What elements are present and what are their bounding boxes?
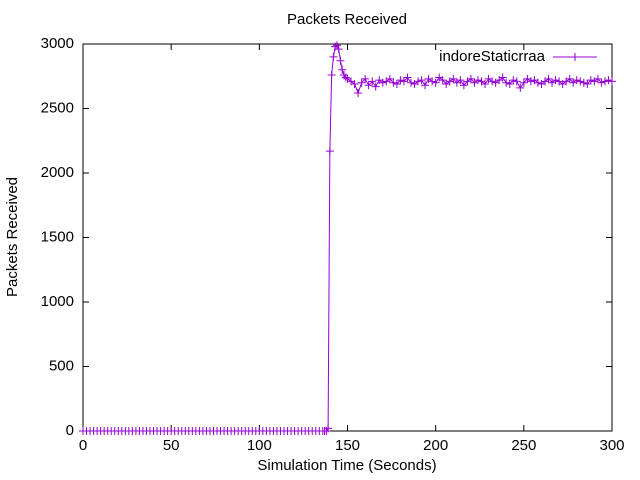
point [354, 89, 363, 98]
point [378, 78, 387, 87]
point [466, 74, 475, 83]
plot-border [82, 43, 613, 432]
x-tick-label: 300 [599, 437, 624, 454]
point [579, 78, 588, 87]
point [325, 147, 334, 156]
point [519, 78, 528, 87]
point [512, 77, 521, 86]
point [516, 83, 525, 92]
point [341, 73, 350, 82]
point [385, 74, 394, 83]
point [406, 78, 415, 87]
x-axis-label: Simulation Time (Seconds) [257, 457, 436, 474]
point [502, 78, 511, 87]
point [509, 76, 518, 85]
point [414, 77, 423, 86]
point [572, 76, 581, 85]
x-tick-label: 100 [247, 437, 272, 454]
x-tick-label: 150 [335, 437, 360, 454]
point [392, 79, 401, 88]
point [604, 76, 613, 85]
y-tick-label: 1500 [41, 228, 74, 245]
point [544, 74, 553, 83]
y-tick-label: 500 [49, 357, 74, 374]
point [583, 79, 592, 88]
point [551, 76, 560, 85]
point [576, 77, 585, 86]
x-tick-label: 0 [79, 437, 87, 454]
point [481, 79, 490, 88]
point [456, 76, 465, 85]
y-tick-label: 2000 [41, 164, 74, 181]
point [526, 77, 535, 86]
point [403, 73, 412, 82]
point [449, 74, 458, 83]
point [459, 81, 468, 90]
y-tick-label: 3000 [41, 35, 74, 52]
x-tick-label: 50 [163, 437, 180, 454]
point [334, 45, 343, 54]
point [438, 76, 447, 85]
y-tick-label: 2500 [41, 99, 74, 116]
point [329, 52, 338, 61]
chart-title: Packets Received [287, 11, 407, 28]
point [361, 74, 370, 83]
legend-label: indoreStaticrraa [439, 48, 546, 65]
point [565, 74, 574, 83]
point [364, 81, 373, 90]
point [357, 78, 366, 87]
x-tick-label: 200 [423, 437, 448, 454]
point [498, 73, 507, 82]
point [324, 424, 333, 433]
y-axis-label: Packets Received [4, 177, 21, 297]
point [505, 79, 514, 88]
point [421, 81, 430, 90]
x-tick-label: 250 [511, 437, 536, 454]
point [597, 78, 606, 87]
legend-marker [571, 53, 579, 61]
point [350, 79, 359, 88]
point [396, 76, 405, 85]
point [368, 77, 377, 86]
point [428, 77, 437, 86]
point [399, 77, 408, 86]
point [332, 41, 341, 50]
point [417, 76, 426, 85]
y-tick-label: 0 [66, 422, 74, 439]
point [389, 78, 398, 87]
point [608, 77, 616, 86]
point [593, 74, 602, 83]
point [533, 78, 542, 87]
point [371, 82, 380, 91]
y-tick-label: 1000 [41, 293, 74, 310]
point [338, 65, 347, 74]
point [488, 77, 497, 86]
point [600, 77, 609, 86]
point [327, 70, 336, 79]
point [586, 76, 595, 85]
point [431, 78, 440, 87]
point [336, 56, 345, 65]
point [473, 76, 482, 85]
series-line [83, 44, 613, 432]
